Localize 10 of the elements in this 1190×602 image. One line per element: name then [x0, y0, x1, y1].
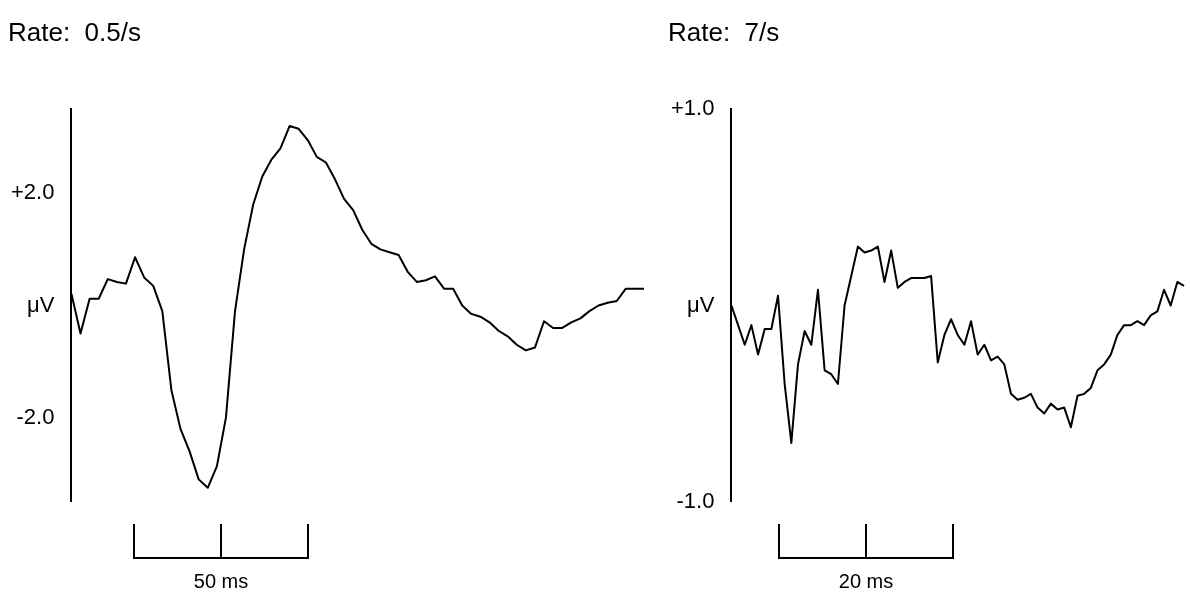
y-tick-label: +2.0 — [10, 179, 55, 205]
y-tick-label: -2.0 — [16, 403, 55, 429]
text: 20 ms — [837, 570, 895, 593]
y-tick-label: μV — [27, 291, 55, 317]
y-tick-label: +1.0 — [670, 95, 715, 121]
text: 50 ms — [192, 570, 250, 593]
chart-title: Rate: 7/s — [668, 16, 780, 47]
y-tick-label: -1.0 — [676, 487, 715, 513]
chart-title: Rate: 0.5/s — [8, 16, 141, 47]
y-tick-label: μV — [687, 291, 715, 317]
